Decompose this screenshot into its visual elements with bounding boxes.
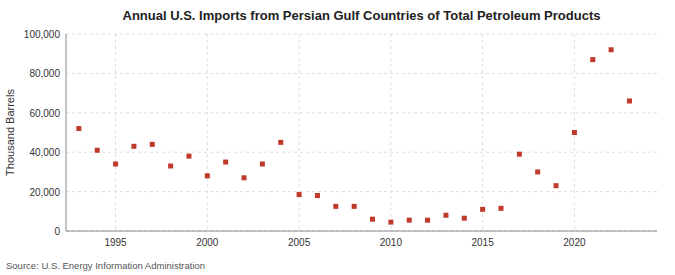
point (278, 140, 283, 145)
point (131, 144, 136, 149)
point (627, 98, 632, 103)
point (297, 192, 302, 197)
point (554, 183, 559, 188)
grid (66, 34, 657, 231)
y-grid-line (66, 191, 657, 192)
point (315, 193, 320, 198)
source-note: Source: U.S. Energy Information Administ… (6, 260, 205, 271)
chart-svg: 0 20,000 40,000 60,000 80,000 100,000 1995 2000… (0, 0, 675, 275)
point (333, 204, 338, 209)
point (205, 173, 210, 178)
points (76, 47, 632, 224)
point (572, 130, 577, 135)
point (443, 213, 448, 218)
point (535, 169, 540, 174)
y-axis-line (66, 34, 67, 231)
y-tick-label: 40,000 (29, 147, 60, 158)
y-tick-label: 60,000 (29, 108, 60, 119)
y-grid-line (66, 112, 657, 113)
y-tick-label: 0 (54, 226, 60, 237)
point (609, 47, 614, 52)
point (407, 218, 412, 223)
x-tick-label: 1995 (104, 237, 127, 248)
point (590, 57, 595, 62)
point (186, 154, 191, 159)
x-tick-label: 2000 (196, 237, 219, 248)
point (242, 175, 247, 180)
point (352, 204, 357, 209)
point (517, 152, 522, 157)
x-tick-label: 2015 (472, 237, 495, 248)
point (76, 126, 81, 131)
x-grid-line (115, 34, 116, 231)
x-tick-label: 2005 (288, 237, 311, 248)
x-grid-line (207, 34, 208, 231)
point (113, 162, 118, 167)
point (425, 218, 430, 223)
y-axis-label: Thousand Barrels (4, 89, 16, 176)
point (498, 206, 503, 211)
x-grid-line (482, 34, 483, 231)
point (95, 148, 100, 153)
point (260, 162, 265, 167)
chart-title: Annual U.S. Imports from Persian Gulf Co… (123, 8, 601, 23)
point (223, 160, 228, 165)
point (168, 163, 173, 168)
y-grid-line (66, 34, 657, 35)
y-grid-line (66, 152, 657, 153)
point (462, 216, 467, 221)
x-grid-line (390, 34, 391, 231)
y-tick-label: 100,000 (24, 29, 61, 40)
point (480, 207, 485, 212)
x-tick-label: 2020 (563, 237, 586, 248)
chart-container: 0 20,000 40,000 60,000 80,000 100,000 1995 2000… (0, 0, 675, 275)
x-tick-label: 2010 (380, 237, 403, 248)
point (150, 142, 155, 147)
x-axis-line (66, 231, 657, 232)
y-tick-label: 80,000 (29, 68, 60, 79)
point (370, 217, 375, 222)
y-grid-line (66, 231, 657, 232)
y-tick-label: 20,000 (29, 187, 60, 198)
x-grid-line (299, 34, 300, 231)
point (388, 220, 393, 225)
y-grid-line (66, 73, 657, 74)
